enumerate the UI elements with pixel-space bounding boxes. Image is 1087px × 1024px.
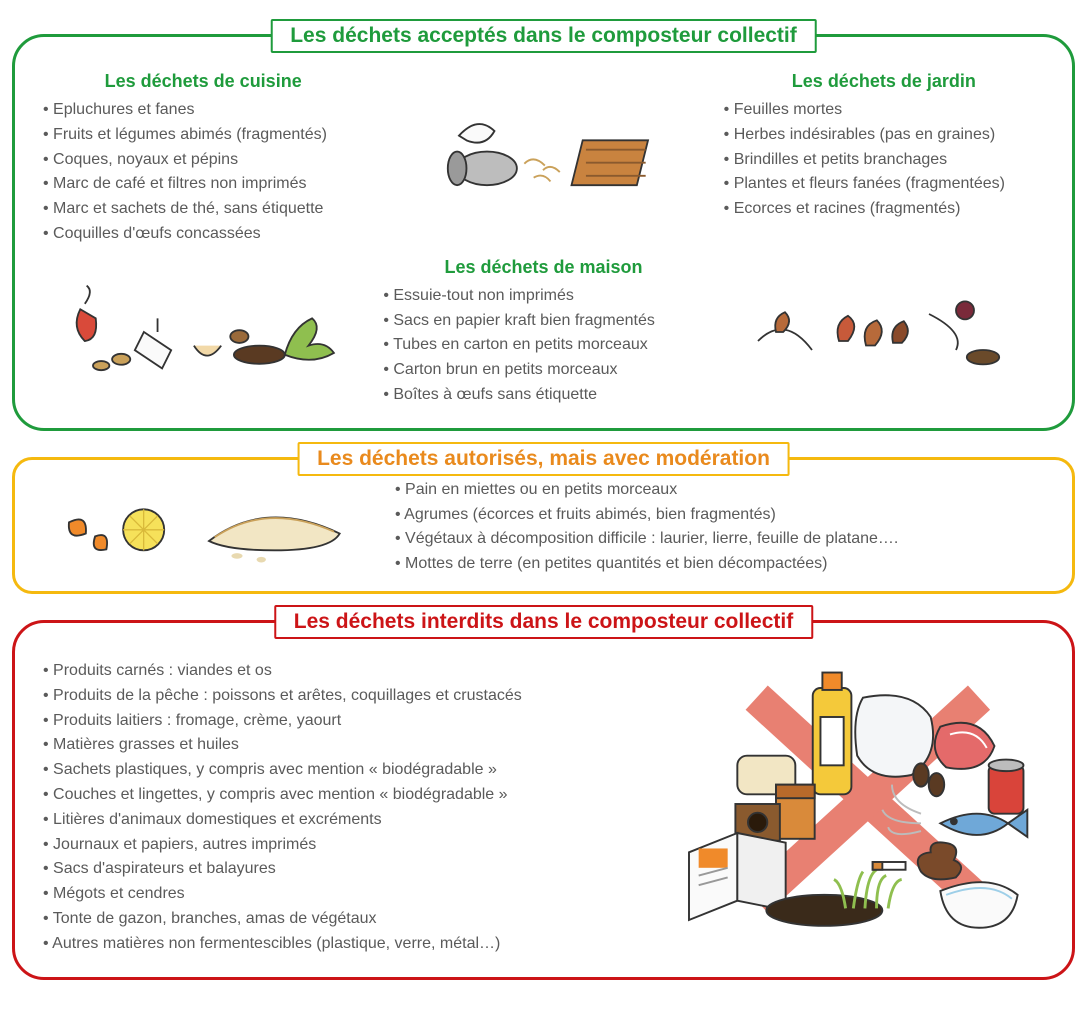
forbidden-panel: Les déchets interdits dans le composteur… — [12, 620, 1075, 980]
list-item: Matières grasses et huiles — [43, 733, 614, 758]
kitchen-list: Epluchures et fanesFruits et légumes abi… — [43, 98, 363, 247]
list-item: Brindilles et petits branchages — [724, 148, 1044, 173]
garden-heading: Les déchets de jardin — [724, 71, 1044, 92]
forbidden-illustration — [624, 659, 1044, 949]
list-item: Herbes indésirables (pas en graines) — [724, 123, 1044, 148]
moderation-panel: Les déchets autorisés, mais avec modérat… — [12, 457, 1075, 594]
list-item: Boîtes à œufs sans étiquette — [383, 383, 703, 408]
list-item: Ecorces et racines (fragmentés) — [724, 197, 1044, 222]
accepted-title: Les déchets acceptés dans le composteur … — [290, 24, 797, 47]
house-waste-illustration — [383, 71, 703, 247]
house-list: Essuie-tout non imprimésSacs en papier k… — [383, 284, 703, 408]
list-item: Carton brun en petits morceaux — [383, 358, 703, 383]
garden-waste-illustration — [724, 257, 1044, 408]
list-item: Litières d'animaux domestiques et excrém… — [43, 808, 614, 833]
house-heading: Les déchets de maison — [383, 257, 703, 278]
garden-block: Les déchets de jardin Feuilles mortesHer… — [724, 71, 1044, 247]
list-item: Essuie-tout non imprimés — [383, 284, 703, 309]
list-item: Fruits et légumes abimés (fragmentés) — [43, 123, 363, 148]
list-item: Sacs d'aspirateurs et balayures — [43, 857, 614, 882]
forbidden-title-wrap: Les déchets interdits dans le composteur… — [274, 605, 813, 639]
list-item: Végétaux à décomposition difficile : lau… — [395, 527, 1048, 552]
moderation-title: Les déchets autorisés, mais avec modérat… — [317, 447, 770, 470]
list-item: Tubes en carton en petits morceaux — [383, 333, 703, 358]
list-item: Couches et lingettes, y compris avec men… — [43, 783, 614, 808]
list-item: Marc et sachets de thé, sans étiquette — [43, 197, 363, 222]
list-item: Marc de café et filtres non imprimés — [43, 172, 363, 197]
kitchen-block: Les déchets de cuisine Epluchures et fan… — [43, 71, 363, 247]
accepted-panel: Les déchets acceptés dans le composteur … — [12, 34, 1075, 431]
list-item: Pain en miettes ou en petits morceaux — [395, 478, 1048, 503]
list-item: Produits de la pêche : poissons et arête… — [43, 684, 614, 709]
list-item: Coques, noyaux et pépins — [43, 148, 363, 173]
kitchen-waste-illustration — [43, 257, 363, 408]
list-item: Feuilles mortes — [724, 98, 1044, 123]
list-item: Epluchures et fanes — [43, 98, 363, 123]
moderation-illustration — [39, 482, 379, 572]
garden-list: Feuilles mortesHerbes indésirables (pas … — [724, 98, 1044, 222]
house-block: Les déchets de maison Essuie-tout non im… — [383, 257, 703, 408]
list-item: Sachets plastiques, y compris avec menti… — [43, 758, 614, 783]
list-item: Produits laitiers : fromage, crème, yaou… — [43, 709, 614, 734]
accepted-title-wrap: Les déchets acceptés dans le composteur … — [270, 19, 817, 53]
list-item: Mégots et cendres — [43, 882, 614, 907]
forbidden-title: Les déchets interdits dans le composteur… — [294, 610, 793, 633]
list-item: Mottes de terre (en petites quantités et… — [395, 552, 1048, 577]
moderation-list: Pain en miettes ou en petits morceauxAgr… — [395, 478, 1048, 577]
list-item: Tonte de gazon, branches, amas de végéta… — [43, 907, 614, 932]
forbidden-list: Produits carnés : viandes et osProduits … — [43, 659, 614, 957]
list-item: Sacs en papier kraft bien fragmentés — [383, 309, 703, 334]
list-item: Journaux et papiers, autres imprimés — [43, 833, 614, 858]
list-item: Plantes et fleurs fanées (fragmentées) — [724, 172, 1044, 197]
moderation-title-wrap: Les déchets autorisés, mais avec modérat… — [297, 442, 790, 476]
list-item: Produits carnés : viandes et os — [43, 659, 614, 684]
list-item: Coquilles d'œufs concassées — [43, 222, 363, 247]
list-item: Agrumes (écorces et fruits abimés, bien … — [395, 503, 1048, 528]
kitchen-heading: Les déchets de cuisine — [43, 71, 363, 92]
list-item: Autres matières non fermentescibles (pla… — [43, 932, 614, 957]
